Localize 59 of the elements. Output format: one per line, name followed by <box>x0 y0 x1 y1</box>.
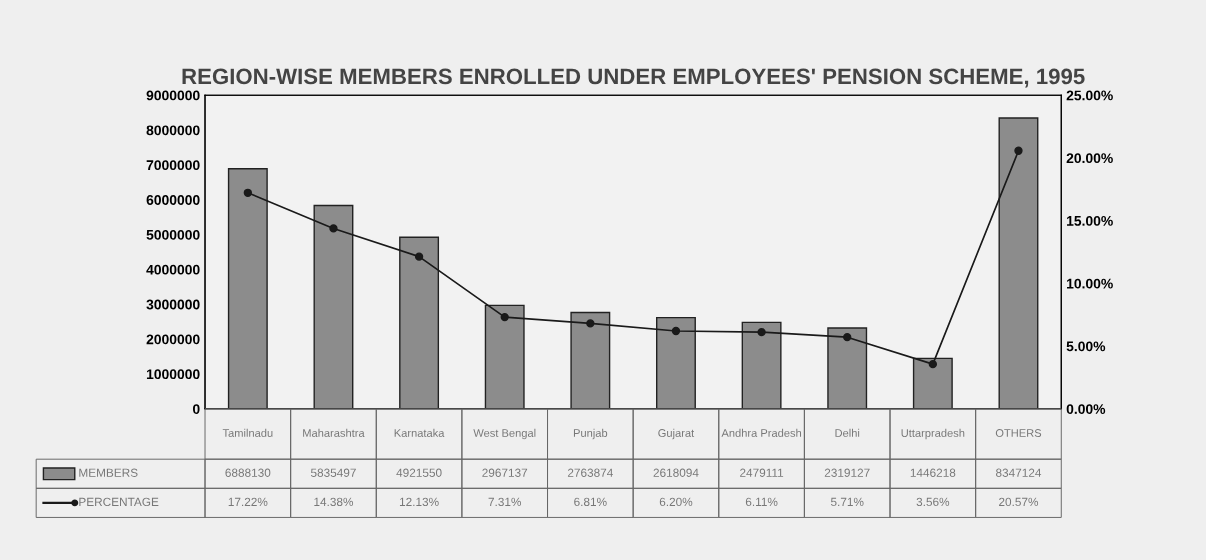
y2-tick-label: 0.00% <box>1066 404 1106 414</box>
y-tick-label: 5000000 <box>146 229 200 240</box>
point <box>757 327 766 337</box>
y-tick-label: 3000000 <box>146 299 200 310</box>
y2-tick-label: 25.00% <box>1066 90 1113 101</box>
x-tick-label: Maharashtra <box>303 428 365 437</box>
y-tick-label: 4000000 <box>146 264 200 275</box>
y-tick-label: 8000000 <box>146 125 200 136</box>
x-tick-label: West Bengal <box>473 428 536 440</box>
x-tick-label: Andhra Pradesh <box>721 428 802 437</box>
data-label: 2967137 <box>482 468 528 477</box>
y-tick-label: 6000000 <box>146 195 200 205</box>
legend-label: MEMBERS <box>79 468 138 477</box>
y-tick-label: 0 <box>192 404 200 414</box>
y-tick-label: 9000000 <box>146 90 200 101</box>
data-label: 6.11% <box>745 497 778 507</box>
point <box>928 359 938 369</box>
data-label: 14.38% <box>314 497 354 507</box>
data-label: 2479111 <box>740 468 784 477</box>
x-tick-label: Uttarpradesh <box>901 428 965 440</box>
data-label: 2618094 <box>653 468 699 477</box>
data-label: 5835497 <box>310 468 356 477</box>
y-tick-label: 1000000 <box>146 369 200 380</box>
data-label: 6.20% <box>659 497 693 507</box>
point <box>843 333 852 342</box>
x-tick-label: Karnataka <box>394 428 445 437</box>
data-label: 6.81% <box>574 497 607 507</box>
x-tick-label: Punjab <box>573 428 608 440</box>
data-label: 2319127 <box>824 468 870 477</box>
point <box>329 224 338 233</box>
y-tick-label: 2000000 <box>146 334 200 345</box>
point <box>414 252 424 261</box>
point <box>586 319 595 328</box>
y2-tick-label: 5.00% <box>1066 341 1106 352</box>
chart-title: REGION-WISE MEMBERS ENROLLED UNDER EMPLOYEES' PENSION SCHEME, 1995 <box>182 68 1085 88</box>
point <box>243 188 253 197</box>
x-tick-label: Gujarat <box>658 428 695 440</box>
y2-tick-label: 20.00% <box>1066 153 1113 164</box>
x-tick-label: Tamilnadu <box>222 428 273 437</box>
data-label: 3.56% <box>916 497 950 507</box>
y2-tick-label: 10.00% <box>1067 278 1113 289</box>
data-label: 1446218 <box>910 468 956 477</box>
legend-label: PERCENTAGE <box>79 497 159 507</box>
data-label: 8347124 <box>996 468 1042 477</box>
point <box>1014 146 1023 155</box>
data-label: 7.31% <box>488 497 522 507</box>
data-label: 12.13% <box>399 497 439 507</box>
data-label: 5.71% <box>830 497 864 507</box>
y-tick-label: 7000000 <box>146 160 200 171</box>
y2-tick-label: 15.00% <box>1067 215 1113 226</box>
data-label: 6888130 <box>225 468 271 477</box>
data-label: 20.57% <box>999 497 1039 507</box>
point <box>500 312 509 322</box>
data-label: 4921550 <box>396 468 442 477</box>
x-tick-label: OTHERS <box>995 429 1042 437</box>
point <box>671 326 681 336</box>
data-label: 17.22% <box>228 497 268 506</box>
data-label: 2763874 <box>567 468 613 477</box>
x-tick-label: Delhi <box>835 428 860 437</box>
